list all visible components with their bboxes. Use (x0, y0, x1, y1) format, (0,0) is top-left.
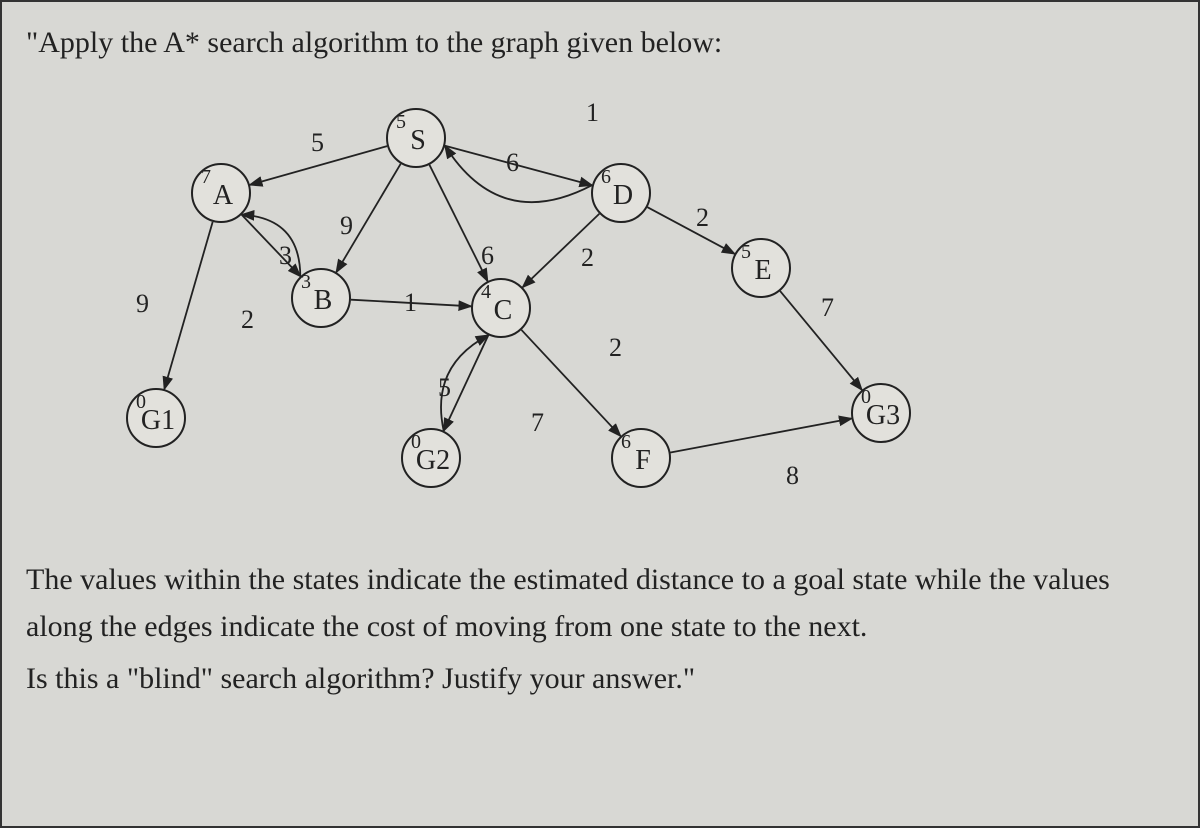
node-heuristic: 5 (741, 241, 751, 264)
edge-S-C (429, 165, 487, 281)
followup-text: Is this a "blind" search algorithm? Just… (26, 656, 1174, 703)
edge-weight: 1 (586, 98, 599, 128)
edge-D-E (647, 207, 734, 254)
node-heuristic: 6 (601, 166, 611, 189)
edge-weight: 3 (279, 241, 292, 271)
node-e: 5E (731, 238, 791, 298)
node-label: D (613, 180, 633, 212)
node-a: 7A (191, 163, 251, 223)
edge-weight: 5 (311, 128, 324, 158)
node-heuristic: 0 (861, 386, 871, 409)
node-d: 6D (591, 163, 651, 223)
node-b: 3B (291, 268, 351, 328)
node-label: S (410, 125, 426, 157)
edge-weight: 9 (136, 289, 149, 319)
node-label: G3 (866, 400, 900, 432)
edge-weight: 2 (609, 333, 622, 363)
node-s: 5S (386, 108, 446, 168)
question-text: "Apply the A* search algorithm to the gr… (26, 20, 1174, 65)
edge-weight: 2 (241, 305, 254, 335)
node-label: G2 (416, 445, 450, 477)
node-label: A (213, 180, 233, 212)
node-f: 6F (611, 428, 671, 488)
node-label: G1 (141, 405, 175, 437)
node-heuristic: 5 (396, 111, 406, 134)
edge-weight: 9 (340, 211, 353, 241)
edge-weight: 8 (786, 461, 799, 491)
node-heuristic: 0 (136, 391, 146, 414)
node-g3: 0G3 (851, 383, 911, 443)
node-label: F (635, 445, 651, 477)
edge-weight: 2 (581, 243, 594, 273)
node-label: E (754, 255, 771, 287)
node-label: C (494, 295, 513, 327)
node-heuristic: 3 (301, 271, 311, 294)
node-g2: 0G2 (401, 428, 461, 488)
edge-F-G3 (670, 419, 851, 453)
edge-weight: 7 (821, 293, 834, 323)
node-c: 4C (471, 278, 531, 338)
edge-weight: 7 (531, 408, 544, 438)
explanation-text: The values within the states indicate th… (26, 557, 1174, 650)
edge-weight: 2 (696, 203, 709, 233)
node-heuristic: 4 (481, 281, 491, 304)
edge-weight: 5 (438, 373, 451, 403)
graph-edges (26, 73, 1174, 543)
graph-diagram: 5S7A6D3B4C5E0G10G26F0G3 5691392162252778 (26, 73, 1174, 543)
node-heuristic: 7 (201, 166, 211, 189)
node-label: B (314, 285, 333, 317)
node-heuristic: 6 (621, 431, 631, 454)
edge-weight: 1 (404, 288, 417, 318)
node-heuristic: 0 (411, 431, 421, 454)
edge-weight: 6 (481, 241, 494, 271)
edge-A-G1 (164, 222, 212, 389)
edge-weight: 6 (506, 148, 519, 178)
node-g1: 0G1 (126, 388, 186, 448)
